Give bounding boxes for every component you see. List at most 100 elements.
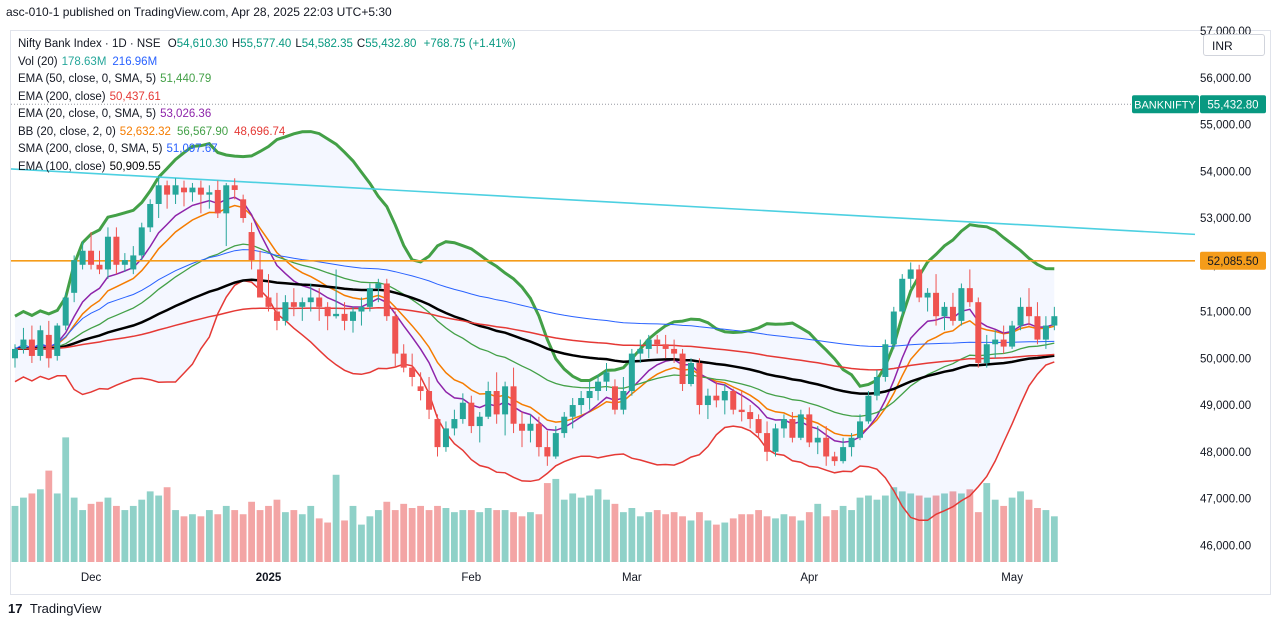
volume-bar xyxy=(848,510,855,562)
indicator-row[interactable]: EMA (50, close, 0, SMA, 5) 51,440.79 xyxy=(18,71,516,89)
volume-bar xyxy=(789,516,796,562)
candle-body xyxy=(603,372,610,382)
candle-body xyxy=(206,192,213,195)
candle-body xyxy=(434,419,441,448)
volume-bar xyxy=(172,510,179,562)
volume-bar xyxy=(560,499,568,562)
candle-body xyxy=(890,311,897,345)
volume-bar xyxy=(712,524,720,562)
ohlc-value-h: 55,577.40 xyxy=(240,38,292,50)
candle-body xyxy=(307,297,314,303)
candle-body xyxy=(502,386,509,415)
candle-body xyxy=(907,269,914,279)
indicator-row[interactable]: EMA (20, close, 0, SMA, 5) 53,026.36 xyxy=(18,106,516,124)
volume-bar xyxy=(197,516,205,562)
volume-bar xyxy=(577,497,585,562)
volume-bar xyxy=(324,522,332,562)
volume-bar xyxy=(586,495,593,562)
x-tick-label: Dec xyxy=(81,572,102,584)
candle-body xyxy=(37,330,44,356)
volume-bar xyxy=(417,505,424,562)
candle-body xyxy=(569,405,576,417)
candle-body xyxy=(130,255,137,270)
candle-body xyxy=(730,391,737,410)
volume-bar xyxy=(408,508,416,562)
x-tick-label: Mar xyxy=(622,572,642,584)
volume-bar xyxy=(400,503,408,562)
indicator-row[interactable]: EMA (200, close) 50,437.61 xyxy=(18,89,516,107)
volume-bar xyxy=(96,501,103,562)
volume-bar xyxy=(366,516,374,562)
candle-body xyxy=(333,313,340,317)
indicator-value: 51,097.67 xyxy=(166,143,218,155)
volume-bar xyxy=(687,520,695,562)
volume-bar xyxy=(451,512,458,562)
indicator-row[interactable]: Vol (20) 178.63M 216.96M xyxy=(18,54,516,72)
ohlc-key-h: H xyxy=(231,38,241,50)
symbol-name[interactable]: Nifty Bank Index · 1D · NSE xyxy=(18,38,161,50)
volume-bar xyxy=(239,514,247,562)
candle-body xyxy=(780,419,787,429)
ema-20-line xyxy=(14,196,1055,443)
candle-body xyxy=(28,339,35,356)
volume-bar xyxy=(87,503,95,562)
indicator-value: 56,567.90 xyxy=(176,125,229,138)
candle-body xyxy=(755,419,762,434)
candle-body xyxy=(1000,339,1007,347)
candle-body xyxy=(1026,306,1032,317)
volume-bar xyxy=(1017,491,1024,562)
y-tick-label: 51,000.00 xyxy=(1200,307,1251,319)
bollinger-upper-line xyxy=(14,130,1055,388)
candle-body xyxy=(62,297,69,326)
candle-body xyxy=(578,398,585,406)
candle-body xyxy=(257,269,264,298)
volume-bar xyxy=(307,505,315,562)
tradingview-branding: 17 TradingView xyxy=(8,601,101,616)
candle-body xyxy=(772,428,779,452)
indicator-row[interactable]: BB (20, close, 2, 0) 52,632.32 56,567.90 48… xyxy=(18,124,516,142)
candle-body xyxy=(493,391,500,415)
currency-button[interactable]: INR xyxy=(1203,34,1265,56)
indicator-row[interactable]: EMA (100, close) 50,909.55 xyxy=(18,159,516,177)
candle-body xyxy=(96,264,103,270)
volume-bar xyxy=(146,491,154,562)
last-price-badge-bg xyxy=(1200,95,1266,114)
y-tick-label: 48,000.00 xyxy=(1200,447,1251,459)
volume-bar xyxy=(222,505,230,562)
candle-body xyxy=(620,391,627,410)
candle-body xyxy=(797,414,804,438)
candle-body xyxy=(282,302,289,321)
candle-body xyxy=(561,416,568,434)
x-tick-label: 2025 xyxy=(256,572,282,584)
candle-body xyxy=(662,344,669,349)
candle-body xyxy=(983,344,990,363)
volume-bar xyxy=(315,518,323,562)
sma-200-line xyxy=(14,249,1055,350)
legend-symbol-row: Nifty Bank Index · 1D · NSE O54,610.30 H5… xyxy=(18,36,516,54)
volume-bar xyxy=(611,503,619,562)
candle-body xyxy=(688,362,694,384)
volume-bar xyxy=(594,489,602,562)
candle-body xyxy=(747,412,754,420)
candle-body xyxy=(527,423,534,431)
candle-body xyxy=(104,236,111,270)
volume-bar xyxy=(256,510,264,562)
volume-bar xyxy=(983,483,991,562)
candle-body xyxy=(375,283,382,289)
indicator-label: EMA (50, close, 0, SMA, 5) xyxy=(18,73,157,85)
indicator-value: 178.63M xyxy=(61,55,107,68)
candle-body xyxy=(544,447,551,457)
candle-body xyxy=(45,334,52,359)
volume-bar xyxy=(273,499,281,562)
volume-bar xyxy=(797,520,805,562)
volume-bar xyxy=(679,516,686,562)
volume-bar xyxy=(814,503,822,562)
candle-body xyxy=(181,187,187,193)
volume-bar xyxy=(79,510,86,562)
volume-bar xyxy=(620,512,627,562)
candle-body xyxy=(468,402,475,427)
indicator-row[interactable]: SMA (200, close, 0, SMA, 5) 51,097.67 xyxy=(18,141,516,159)
volume-bar xyxy=(1000,505,1008,562)
volume-bar xyxy=(772,518,779,562)
ohlc-key-o: O xyxy=(167,38,177,50)
